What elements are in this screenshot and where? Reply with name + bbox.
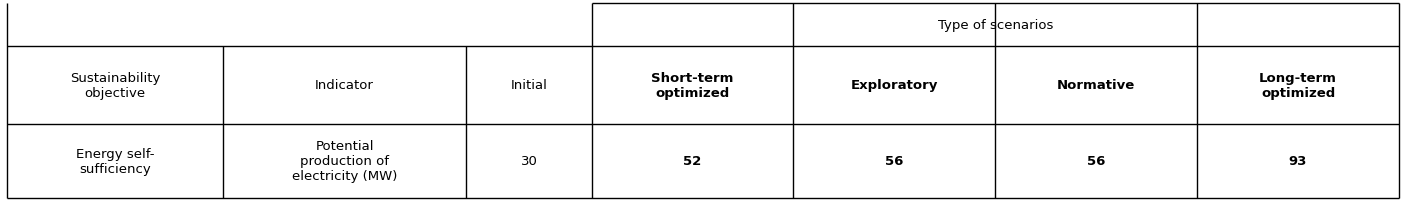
Text: Normative: Normative xyxy=(1057,79,1136,92)
Text: 56: 56 xyxy=(886,155,904,168)
Text: 56: 56 xyxy=(1087,155,1105,168)
Text: Short-term
optimized: Short-term optimized xyxy=(651,72,734,99)
Text: Long-term
optimized: Long-term optimized xyxy=(1260,72,1337,99)
Text: Sustainability
objective: Sustainability objective xyxy=(70,72,160,99)
Text: 93: 93 xyxy=(1289,155,1308,168)
Text: Type of scenarios: Type of scenarios xyxy=(938,19,1053,32)
Text: Initial: Initial xyxy=(510,79,547,92)
Text: 30: 30 xyxy=(520,155,537,168)
Text: Indicator: Indicator xyxy=(315,79,374,92)
Text: Potential
production of
electricity (MW): Potential production of electricity (MW) xyxy=(292,140,398,183)
Text: Exploratory: Exploratory xyxy=(851,79,938,92)
Text: 52: 52 xyxy=(683,155,702,168)
Text: Energy self-
sufficiency: Energy self- sufficiency xyxy=(76,147,155,175)
